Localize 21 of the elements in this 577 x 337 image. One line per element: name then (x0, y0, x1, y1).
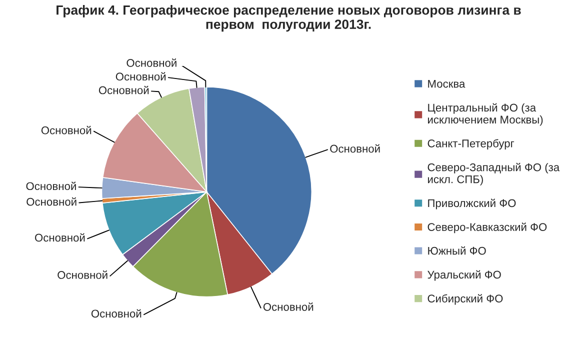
data-label: Основной (26, 182, 76, 190)
legend-label: Северо-Кавказский ФО (428, 222, 547, 234)
legend-label: Северо-Западный ФО (за искл. СПБ) (428, 162, 560, 186)
legend-label: Москва (428, 80, 466, 88)
chart-title: График 4. Географическое распределение новых договоров лизинга в первом полугодии 2013г. (56, 5, 521, 32)
data-label: Основной (41, 126, 92, 134)
data-label: Основной (58, 270, 108, 279)
legend-label: Приволжский ФО (428, 198, 516, 210)
data-label: Основной (26, 197, 76, 206)
data-label: Основной (126, 58, 176, 67)
data-label: Основной (330, 144, 380, 153)
data-label: Основной (263, 302, 314, 311)
data-label: Основной (91, 309, 142, 318)
legend-label: Южный ФО (428, 246, 486, 255)
legend-label: Санкт-Петербург (428, 139, 514, 150)
data-label: Основной (116, 72, 166, 81)
legend-label: Центральный ФО (за исключением Москвы) (428, 103, 543, 126)
data-label: Основной (98, 86, 149, 94)
legend-label: Уральский ФО (428, 270, 501, 281)
legend-label: Сибирский ФО (428, 294, 503, 305)
data-label: Основной (35, 233, 85, 242)
